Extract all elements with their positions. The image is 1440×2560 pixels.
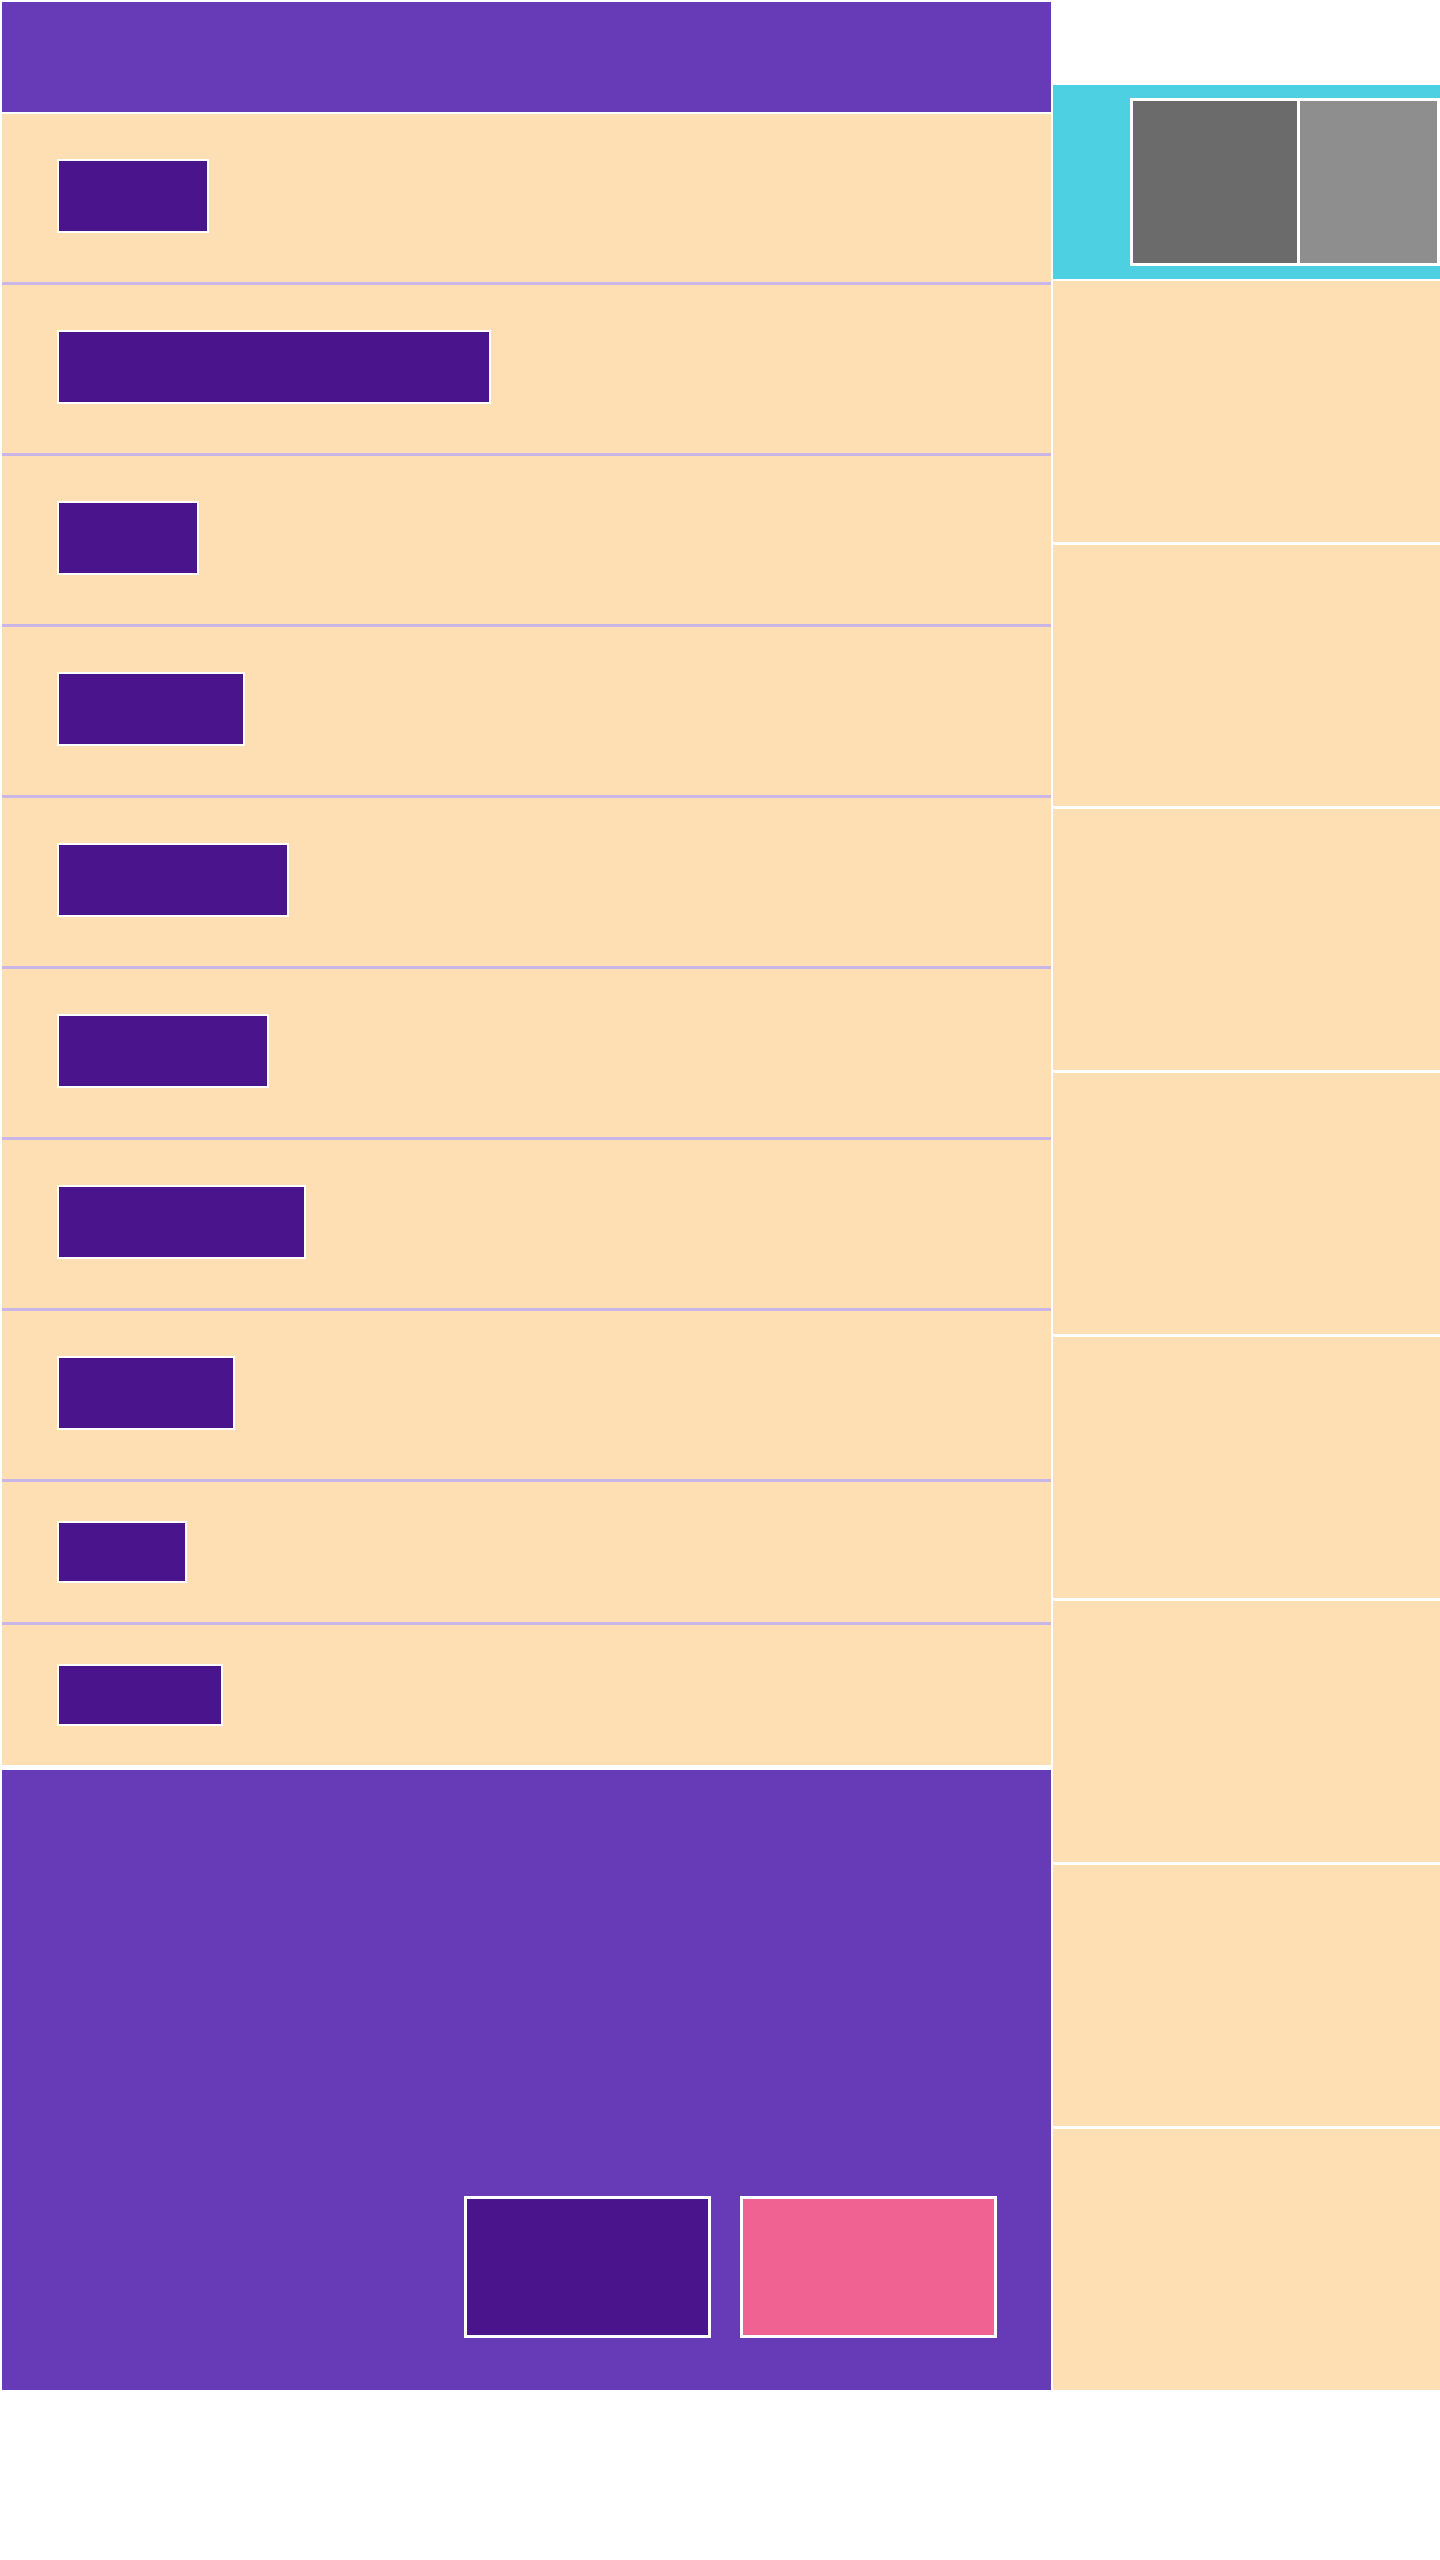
list-item[interactable]: [2, 285, 1051, 456]
primary-button[interactable]: [464, 2196, 711, 2338]
list-item-label: [57, 1014, 269, 1088]
list-item[interactable]: [2, 1482, 1051, 1625]
list-item-label: [57, 1185, 306, 1259]
side-card-list: [1053, 281, 1440, 2390]
side-panel: [1053, 85, 1440, 2394]
side-card[interactable]: [1053, 1337, 1440, 1601]
list-item-label: [57, 1664, 223, 1726]
list-item[interactable]: [2, 798, 1051, 969]
side-card[interactable]: [1053, 545, 1440, 809]
secondary-button[interactable]: [740, 2196, 997, 2338]
list-item-label: [57, 1521, 187, 1583]
side-card[interactable]: [1053, 1865, 1440, 2129]
side-card[interactable]: [1053, 281, 1440, 545]
list-item-label: [57, 672, 245, 746]
side-panel-header: [1053, 85, 1440, 279]
list-item-label: [57, 1356, 235, 1430]
side-card[interactable]: [1053, 1073, 1440, 1337]
list-item[interactable]: [2, 456, 1051, 627]
footer-panel: [2, 1770, 1051, 2390]
list-item[interactable]: [2, 1625, 1051, 1767]
list-item-label: [57, 159, 209, 233]
image-thumbnail[interactable]: [1297, 98, 1440, 266]
list-item[interactable]: [2, 1311, 1051, 1482]
app-header-bar: [2, 2, 1051, 112]
list-item-label: [57, 843, 289, 917]
side-card[interactable]: [1053, 1601, 1440, 1865]
list-item-label: [57, 501, 199, 575]
side-card[interactable]: [1053, 809, 1440, 1073]
list-item[interactable]: [2, 969, 1051, 1140]
list-item-label: [57, 330, 491, 404]
main-panel: [2, 2, 1051, 2394]
item-list: [2, 114, 1051, 1767]
side-card[interactable]: [1053, 2129, 1440, 2390]
image-thumbnail[interactable]: [1130, 98, 1300, 266]
list-item[interactable]: [2, 114, 1051, 285]
list-item[interactable]: [2, 1140, 1051, 1311]
list-item[interactable]: [2, 627, 1051, 798]
